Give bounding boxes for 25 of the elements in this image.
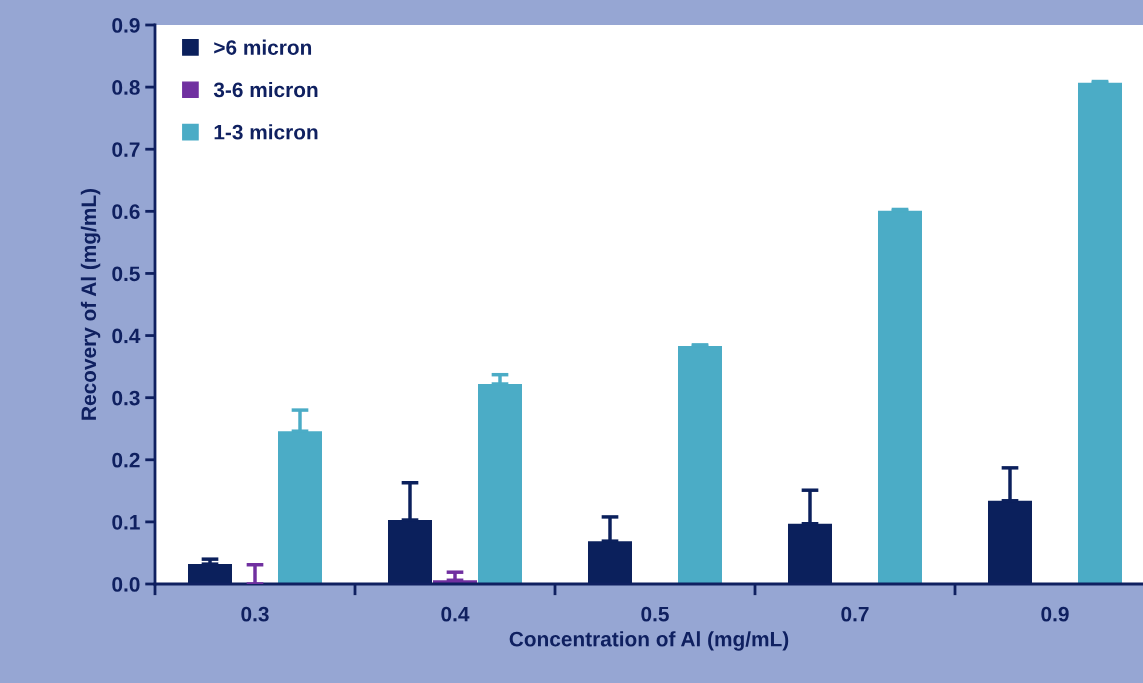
bar: [678, 346, 722, 584]
x-tick-label: 0.3: [241, 606, 269, 622]
bar: [278, 431, 322, 584]
y-tick-label: 0.7: [112, 142, 140, 157]
y-tick-label: 0.2: [112, 452, 140, 468]
y-tick-label: 0.5: [112, 266, 140, 282]
legend-label: 1-3 micron: [214, 124, 318, 140]
bar: [878, 210, 922, 584]
bar: [478, 384, 522, 584]
y-tick-label: 0.6: [112, 204, 140, 220]
y-tick-label: 0.1: [112, 514, 140, 530]
y-tick-label: 0.4: [112, 328, 141, 344]
bar: [1078, 82, 1122, 584]
x-tick-label: 0.5: [641, 606, 669, 622]
legend-label: >6 micron: [214, 39, 312, 55]
legend-label: 3-6 micron: [213, 81, 318, 98]
y-axis-title: Recovery of Al (mg/mL): [80, 189, 101, 420]
x-tick-label: 0.7: [841, 606, 869, 622]
y-tick-label: 0.9: [112, 18, 140, 33]
y-tick-label: 0.0: [112, 577, 140, 592]
x-tick-label: 0.9: [1041, 606, 1069, 622]
x-tick-label: 0.4: [441, 606, 470, 622]
y-tick-label: 0.8: [112, 80, 140, 95]
x-axis-title: Concentration of Al (mg/mL): [509, 631, 789, 651]
y-tick-label: 0.3: [112, 390, 140, 406]
